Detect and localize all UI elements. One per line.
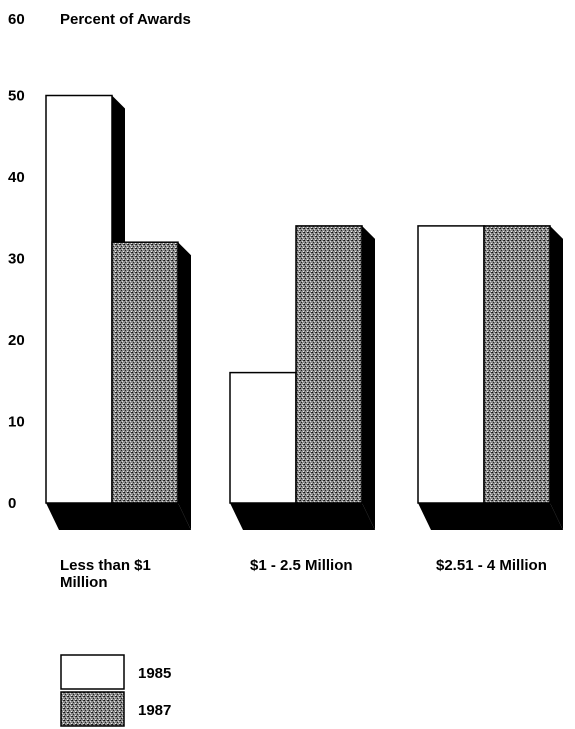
bar-side [550, 225, 563, 530]
bar-side [362, 225, 375, 530]
y-axis-ticks: 0 10 20 30 40 50 60 [8, 11, 25, 512]
legend-swatch [60, 654, 125, 690]
legend-label: 1987 [138, 702, 171, 719]
y-tick-label: 50 [8, 88, 25, 105]
y-tick-label: 40 [8, 169, 25, 186]
y-tick-label: 0 [8, 495, 16, 512]
x-tick-label: $2.51 - 4 Million [436, 557, 547, 574]
bar [229, 371, 297, 504]
legend-swatch [60, 691, 125, 727]
y-tick-label: 20 [8, 332, 25, 349]
bar [295, 225, 363, 504]
legend-label: 1985 [138, 665, 171, 682]
y-tick-label: 30 [8, 251, 25, 268]
legend: 1985 1987 [60, 654, 171, 727]
bar [45, 94, 113, 504]
x-tick-label: $1 - 2.5 Million [250, 557, 353, 574]
x-tick-label: Less than $1 [60, 557, 151, 574]
y-tick-label: 60 [8, 11, 25, 28]
bar-side [178, 242, 191, 530]
y-tick-label: 10 [8, 414, 25, 431]
y-axis-title: Percent of Awards [60, 11, 191, 28]
bar [417, 225, 485, 504]
bar-series [45, 94, 563, 530]
x-tick-label: Million [60, 574, 108, 591]
bar [111, 241, 179, 504]
bar [483, 225, 551, 504]
